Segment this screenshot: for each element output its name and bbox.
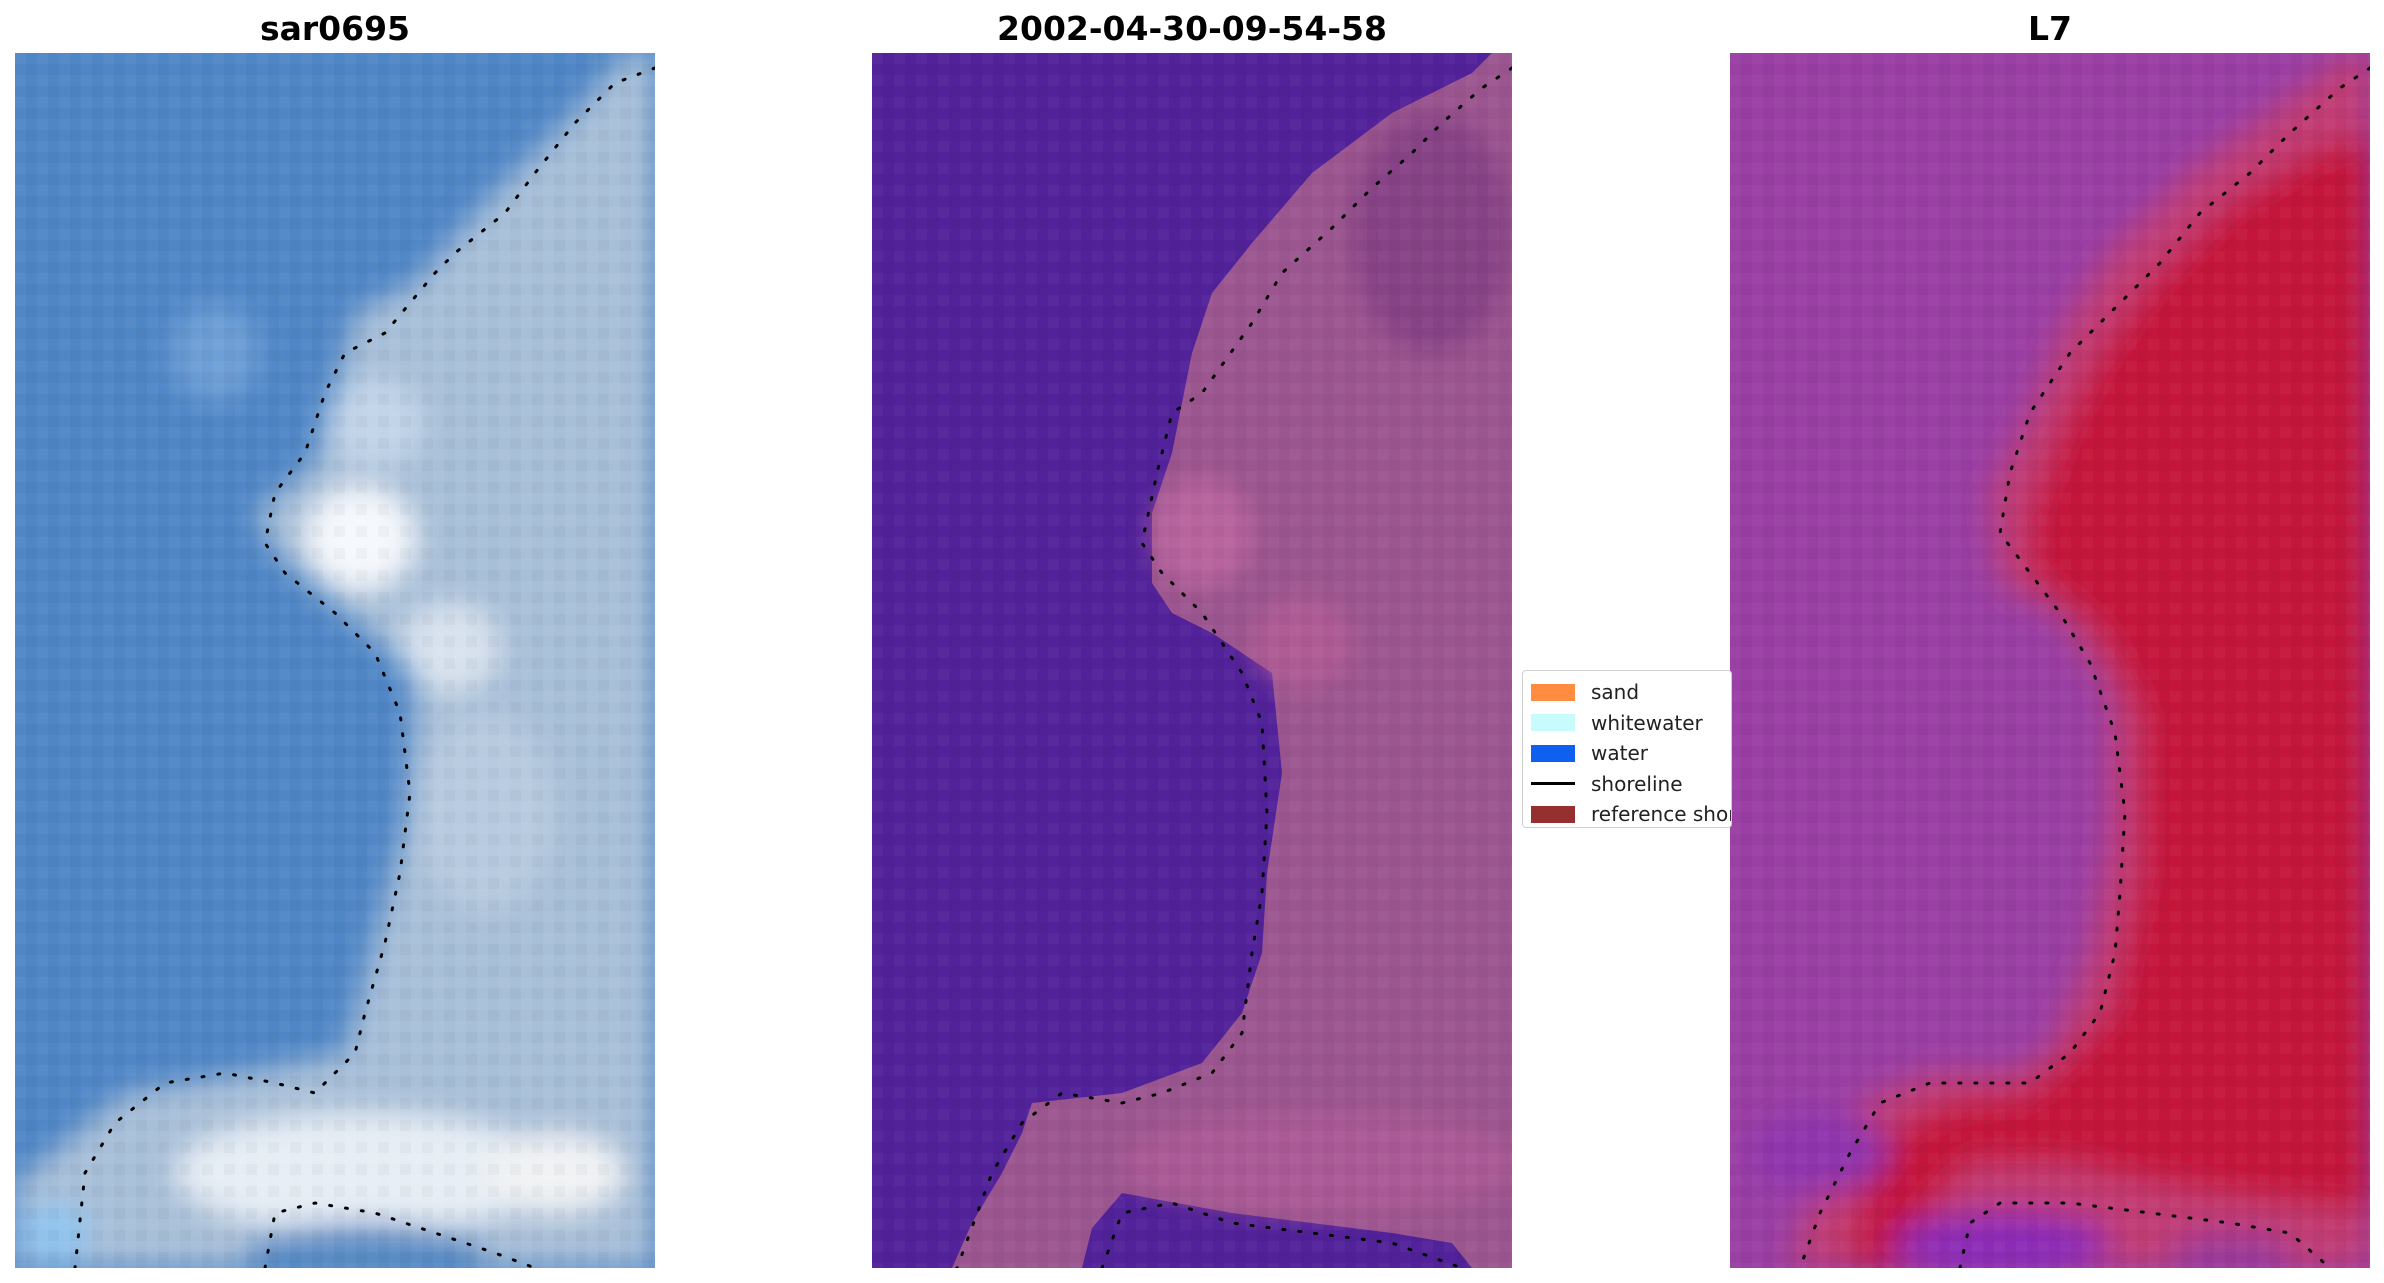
legend-label: reference shoreline <box>1591 802 1732 827</box>
classified-image-panel <box>872 53 1512 1268</box>
legend-label: water <box>1591 741 1648 766</box>
shoreline-index <box>1798 66 2370 1268</box>
legend-line-shoreline <box>1531 782 1575 786</box>
legend-swatch-reference-shoreline <box>1531 805 1575 823</box>
legend: sand whitewater water shoreline referenc… <box>1522 670 1732 828</box>
legend-label: sand <box>1591 680 1640 705</box>
panel-title-classified: 2002-04-30-09-54-58 <box>997 9 1387 48</box>
legend-label: shoreline <box>1591 771 1683 796</box>
panel-title-index: L7 <box>2028 9 2072 48</box>
legend-item-sand: sand <box>1531 677 1731 708</box>
shoreline-rgb <box>73 66 655 1268</box>
legend-swatch-water <box>1531 744 1575 762</box>
classified-image <box>872 53 1512 1268</box>
legend-item-shoreline: shoreline <box>1531 769 1731 800</box>
rgb-image <box>15 53 655 1268</box>
panel-title-rgb: sar0695 <box>259 9 411 48</box>
legend-swatch-whitewater <box>1531 714 1575 732</box>
rgb-image-panel <box>15 53 655 1268</box>
legend-label: whitewater <box>1591 710 1703 735</box>
index-image-panel <box>1730 53 2370 1268</box>
index-image <box>1730 53 2370 1268</box>
legend-item-whitewater: whitewater <box>1531 708 1731 739</box>
legend-item-reference-shoreline: reference shoreline <box>1531 799 1732 827</box>
legend-swatch-sand <box>1531 683 1575 701</box>
legend-item-water: water <box>1531 738 1731 769</box>
